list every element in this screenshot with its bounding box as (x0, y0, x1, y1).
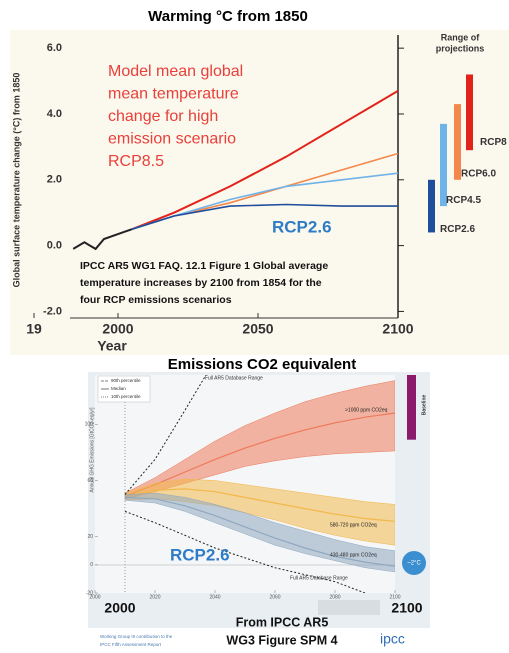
x-label-large: 2100 (391, 600, 422, 616)
y-tick-label: 60 (87, 478, 93, 484)
y-tick-label: 6.0 (47, 42, 62, 54)
median-line (124, 496, 395, 567)
range-label: RCP4.5 (446, 195, 481, 206)
legend-label: Median (111, 386, 126, 391)
baseline-bar (407, 375, 416, 440)
target-badge (402, 551, 426, 575)
y-tick-label: -2.0 (43, 305, 62, 317)
range-label: RCP6.0 (461, 168, 496, 179)
footer: Working Group III contribution to the (100, 634, 173, 639)
database-range-line (124, 375, 207, 495)
range-title: projections (436, 43, 485, 53)
y-tick-label: -20 (86, 590, 93, 596)
range-bar (440, 123, 447, 207)
logo: ipcc (380, 631, 405, 647)
range-bar (466, 74, 473, 151)
database-range-label: Full AR5 Database Range (205, 375, 263, 381)
y-axis-label: Global surface temperature change (°C) f… (11, 73, 21, 288)
band-label: >1000 ppm CO2eq (345, 407, 388, 413)
x-tick-label: 2060 (269, 594, 280, 600)
annotation: mean temperature (108, 86, 239, 103)
x-tick-label: 2020 (149, 594, 160, 600)
range-label: RCP8 (480, 137, 507, 148)
legend-label: 90th percentile (111, 378, 141, 383)
x-tick-label: 2000 (102, 321, 133, 337)
caption: four RCP emissions scenarios (80, 294, 232, 306)
median-line (124, 488, 395, 522)
x-tick-label: 2100 (382, 321, 413, 337)
band-label: 580-720 ppm CO2eq (330, 522, 377, 528)
x-label-large: 2000 (104, 600, 135, 616)
range-title: Range of (441, 32, 481, 42)
y-axis-label: Annual GHG Emissions [GtCO2-eq/yr] (89, 407, 95, 493)
line (131, 90, 399, 231)
annotation: RCP8.5 (108, 153, 164, 170)
highlight-label: RCP2.6 (170, 545, 230, 564)
median-line (124, 412, 395, 497)
cover-box (318, 600, 380, 615)
y-tick-label: 20 (87, 534, 93, 540)
y-tick-label: 0.0 (47, 240, 62, 252)
y-tick-label: 2.0 (47, 174, 62, 186)
chart-title: Emissions CO2 equivalent (168, 356, 356, 373)
band-label: 430-480 ppm CO2eq (330, 552, 377, 558)
footer: IPCC Fifth Assessment Report (100, 642, 162, 647)
line (131, 203, 398, 230)
x-axis-label: Year (97, 338, 127, 354)
y-tick-label: 4.0 (47, 108, 62, 120)
source: WG3 Figure SPM 4 (226, 633, 337, 647)
annotation: Model mean global (108, 63, 243, 80)
chart-title: Warming °C from 1850 (148, 8, 308, 25)
caption: IPCC AR5 WG1 FAQ. 12.1 Figure 1 Global a… (80, 260, 328, 272)
range-bar (454, 104, 461, 180)
x-tick-label: 2100 (389, 594, 400, 600)
database-range-line (124, 510, 366, 593)
highlight-label: RCP2.6 (272, 217, 332, 236)
range-bar (428, 179, 435, 233)
target-label: ~2°C (407, 561, 421, 567)
x-tick-label: 19 (26, 321, 42, 337)
source: From IPCC AR5 (236, 615, 329, 629)
y-tick-label: 100 (85, 422, 94, 428)
line (72, 228, 133, 251)
annotation: change for high (108, 108, 218, 125)
baseline-label: Baseline (421, 395, 427, 416)
annotation: emission scenario (108, 131, 236, 148)
range-label: RCP2.6 (440, 224, 475, 235)
x-tick-label: 2080 (329, 594, 340, 600)
plot-clip (124, 375, 395, 593)
x-tick-label: 2000 (89, 594, 100, 600)
database-range-label: Full AR5 Database Range (290, 575, 348, 581)
x-tick-label: 2050 (242, 321, 273, 337)
legend-label: 10th percentile (111, 394, 141, 399)
y-tick-label: 0 (90, 562, 93, 568)
x-tick-label: 2040 (209, 594, 220, 600)
caption: temperature increases by 2100 from 1854 … (80, 277, 322, 289)
